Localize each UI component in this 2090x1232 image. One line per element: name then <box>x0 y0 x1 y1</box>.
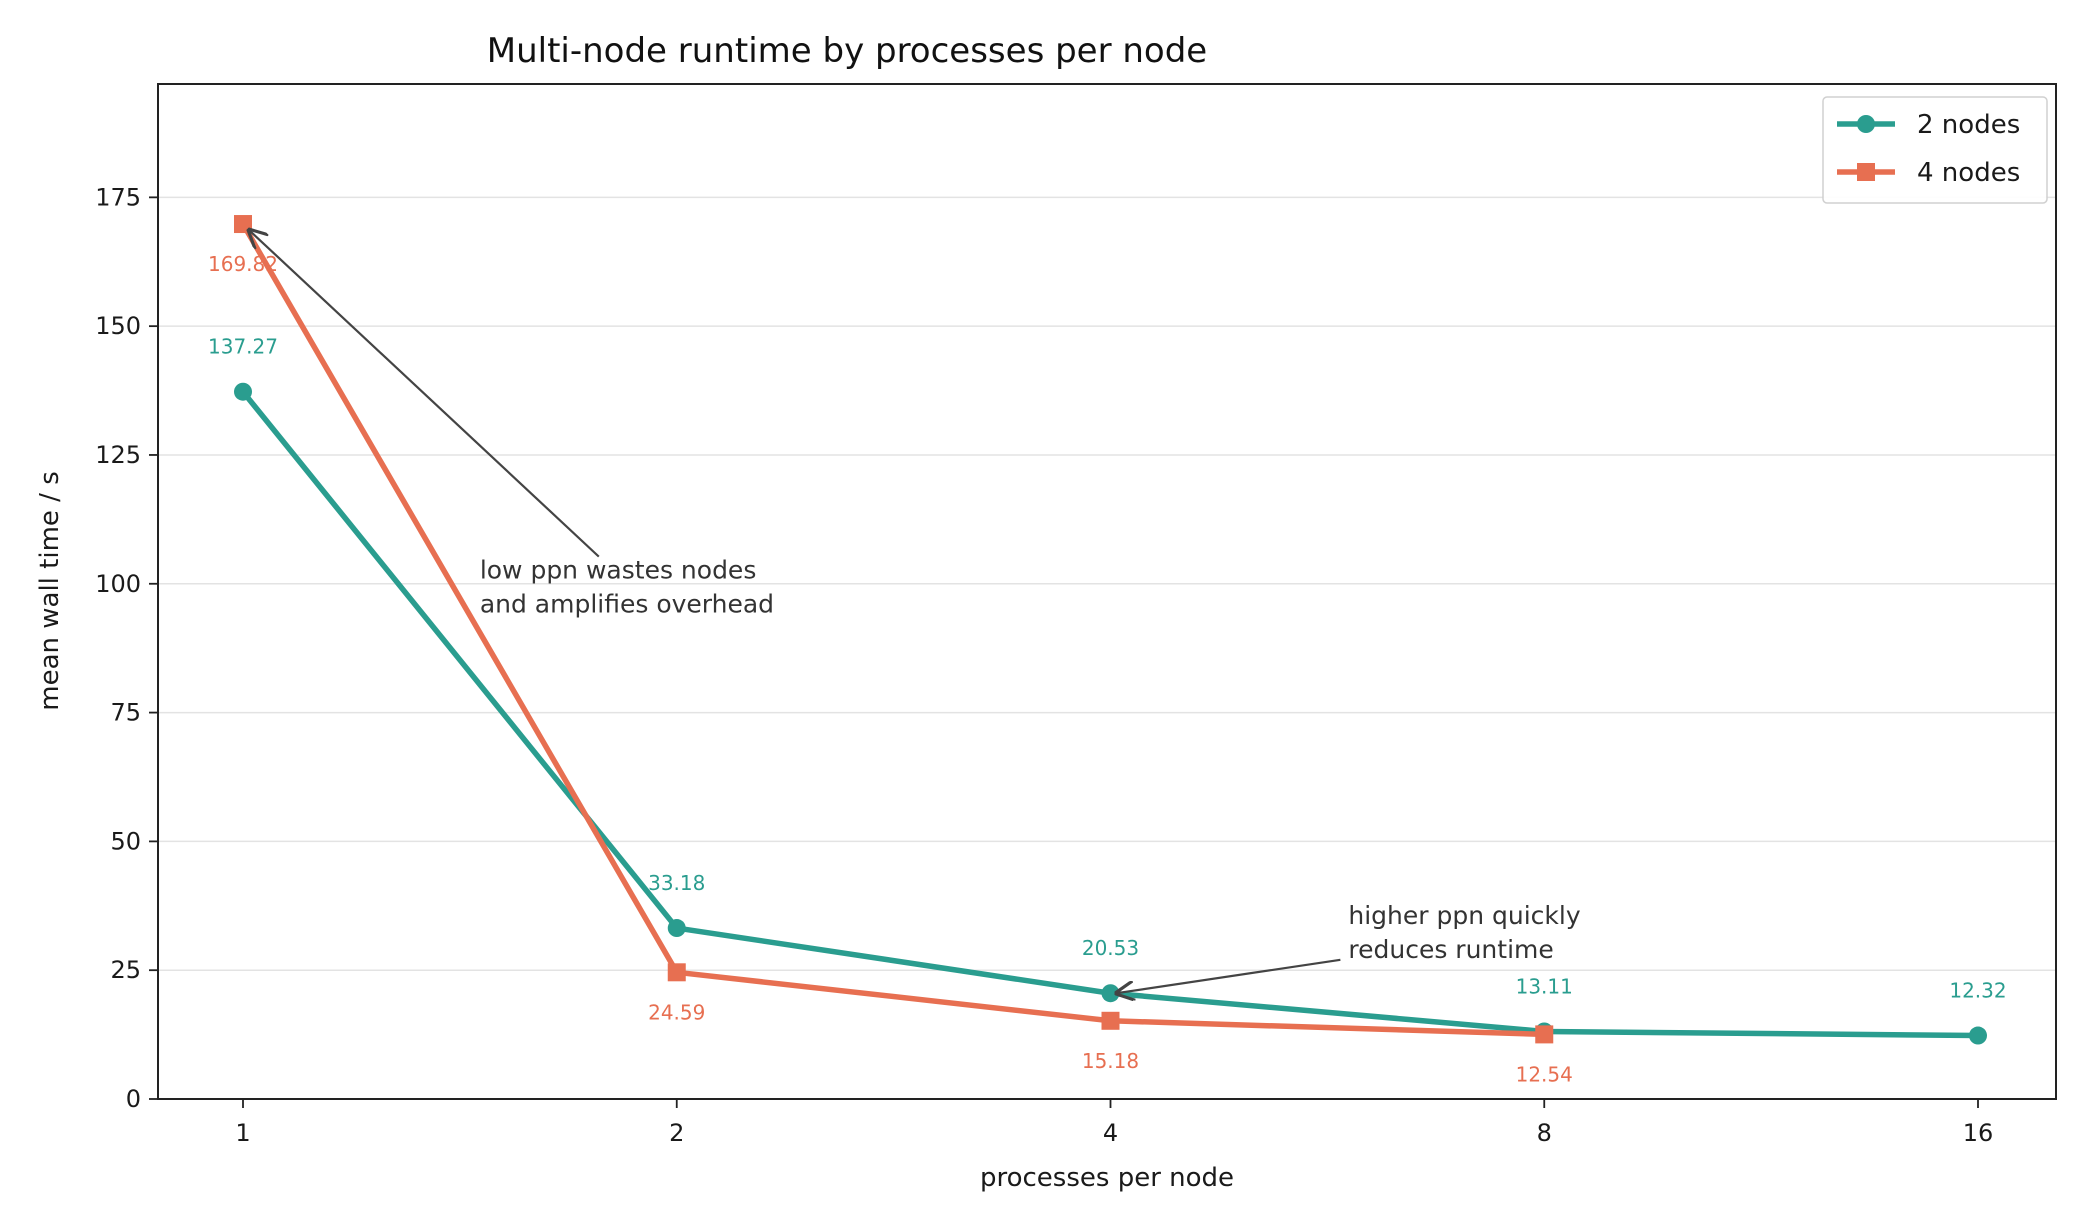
legend-item-2: 4 nodes <box>1837 158 2020 188</box>
grid-lines <box>158 196 2056 971</box>
data-label: 169.82 <box>208 252 278 276</box>
y-tick-label: 50 <box>110 827 141 855</box>
data-label: 12.32 <box>1949 979 2006 1003</box>
x-axis-label: processes per node <box>980 1163 1234 1193</box>
annotation-arrow <box>249 230 600 558</box>
data-label: 20.53 <box>1082 936 1139 960</box>
annotation-text: higher ppn quickly <box>1348 901 1580 930</box>
series-line-2 <box>240 221 1547 1038</box>
x-tick-label: 1 <box>235 1119 250 1147</box>
data-label: 137.27 <box>208 335 278 359</box>
data-label: 33.18 <box>648 871 705 895</box>
series-layer <box>234 215 1987 1045</box>
data-point <box>1535 1025 1554 1044</box>
data-point <box>1969 1026 1987 1045</box>
data-label: 24.59 <box>648 1000 705 1024</box>
data-label: 13.11 <box>1516 974 1573 998</box>
x-tick-label: 16 <box>1963 1119 1994 1147</box>
data-point <box>234 382 252 401</box>
legend-label: 2 nodes <box>1917 110 2020 140</box>
annotations: low ppn wastes nodes and amplifies overhe… <box>249 230 1581 993</box>
y-tick-label: 150 <box>95 312 141 340</box>
data-label: 15.18 <box>1082 1049 1139 1073</box>
y-tick-label: 75 <box>110 699 141 727</box>
x-tick-label: 4 <box>1103 1119 1118 1147</box>
y-tick-label: 100 <box>95 570 141 598</box>
axes: 0 25 50 75 100 125 150 175 1 2 4 8 16 <box>95 183 1993 1147</box>
x-tick-label: 2 <box>669 1119 684 1147</box>
data-point <box>667 963 686 982</box>
annotation-arrow <box>1117 958 1341 993</box>
annotation-text: and amplifies overhead <box>480 590 774 619</box>
y-tick-label: 25 <box>110 956 141 984</box>
data-point <box>1101 1011 1120 1030</box>
annotation-text: low ppn wastes nodes <box>480 556 757 585</box>
y-tick-label: 0 <box>126 1085 141 1113</box>
data-label: 12.54 <box>1516 1062 1573 1086</box>
annotation-2: higher ppn quickly reduces runtime <box>1117 901 1581 993</box>
legend-label: 4 nodes <box>1917 158 2020 188</box>
y-tick-label: 125 <box>95 441 141 469</box>
data-point <box>667 919 686 938</box>
y-axis-label: mean wall time / s <box>35 471 65 710</box>
legend-marker <box>1857 163 1875 181</box>
annotation-1: low ppn wastes nodes and amplifies overhe… <box>249 230 774 619</box>
legend-marker <box>1857 115 1875 133</box>
x-tick-label: 8 <box>1537 1119 1552 1147</box>
data-labels: 137.27 33.18 20.53 13.11 12.32 169.82 24.59 15.… <box>208 252 2007 1086</box>
legend-item-1: 2 nodes <box>1837 110 2020 140</box>
y-tick-label: 175 <box>95 183 141 211</box>
chart-title: Multi-node runtime by processes per node <box>487 31 1207 71</box>
legend: 2 nodes 4 nodes <box>1822 96 2048 204</box>
annotation-text: reduces runtime <box>1348 935 1553 964</box>
plot-frame <box>157 83 2057 1100</box>
